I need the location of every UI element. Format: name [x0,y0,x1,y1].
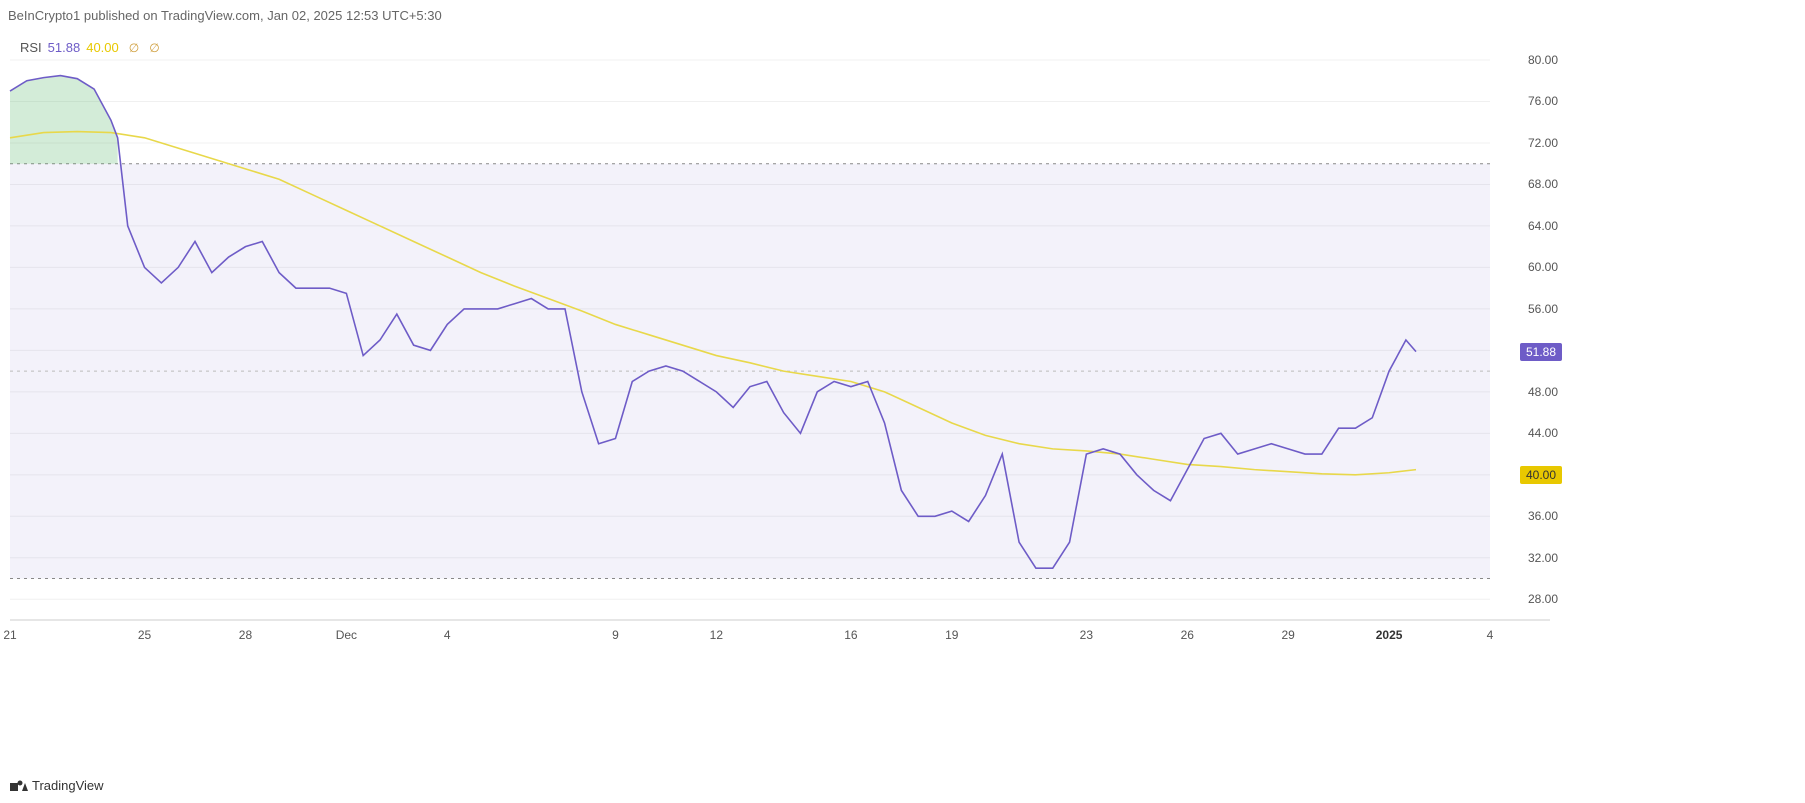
x-tick-label: 2025 [1376,628,1403,642]
y-tick-label: 44.00 [1528,426,1558,440]
y-axis: 28.0032.0036.0040.0044.0048.0052.0056.00… [1498,60,1568,620]
x-tick-label: 9 [612,628,619,642]
x-axis: 212528Dec4912161923262920254 [10,628,1490,648]
y-tick-label: 72.00 [1528,136,1558,150]
x-tick-label: 25 [138,628,151,642]
y-tick-label: 32.00 [1528,551,1558,565]
price-badge: 40.00 [1520,466,1562,484]
tradingview-logo: TradingView [10,778,104,793]
y-tick-label: 28.00 [1528,592,1558,606]
x-tick-label: 28 [239,628,252,642]
tradingview-icon [10,780,28,792]
chart-container: BeInCrypto1 published on TradingView.com… [0,0,1805,803]
x-tick-label: 26 [1181,628,1194,642]
x-tick-label: 29 [1281,628,1294,642]
price-badge: 51.88 [1520,343,1562,361]
tradingview-text: TradingView [32,778,104,793]
x-tick-label: 19 [945,628,958,642]
x-tick-label: 4 [1487,628,1494,642]
y-tick-label: 80.00 [1528,53,1558,67]
x-tick-label: 12 [710,628,723,642]
y-tick-label: 68.00 [1528,177,1558,191]
x-tick-label: 21 [3,628,16,642]
y-tick-label: 56.00 [1528,302,1558,316]
x-tick-label: 23 [1080,628,1093,642]
y-tick-label: 76.00 [1528,94,1558,108]
y-tick-label: 64.00 [1528,219,1558,233]
x-tick-label: Dec [336,628,357,642]
x-tick-label: 16 [844,628,857,642]
y-tick-label: 48.00 [1528,385,1558,399]
y-tick-label: 36.00 [1528,509,1558,523]
y-tick-label: 60.00 [1528,260,1558,274]
x-tick-label: 4 [444,628,451,642]
